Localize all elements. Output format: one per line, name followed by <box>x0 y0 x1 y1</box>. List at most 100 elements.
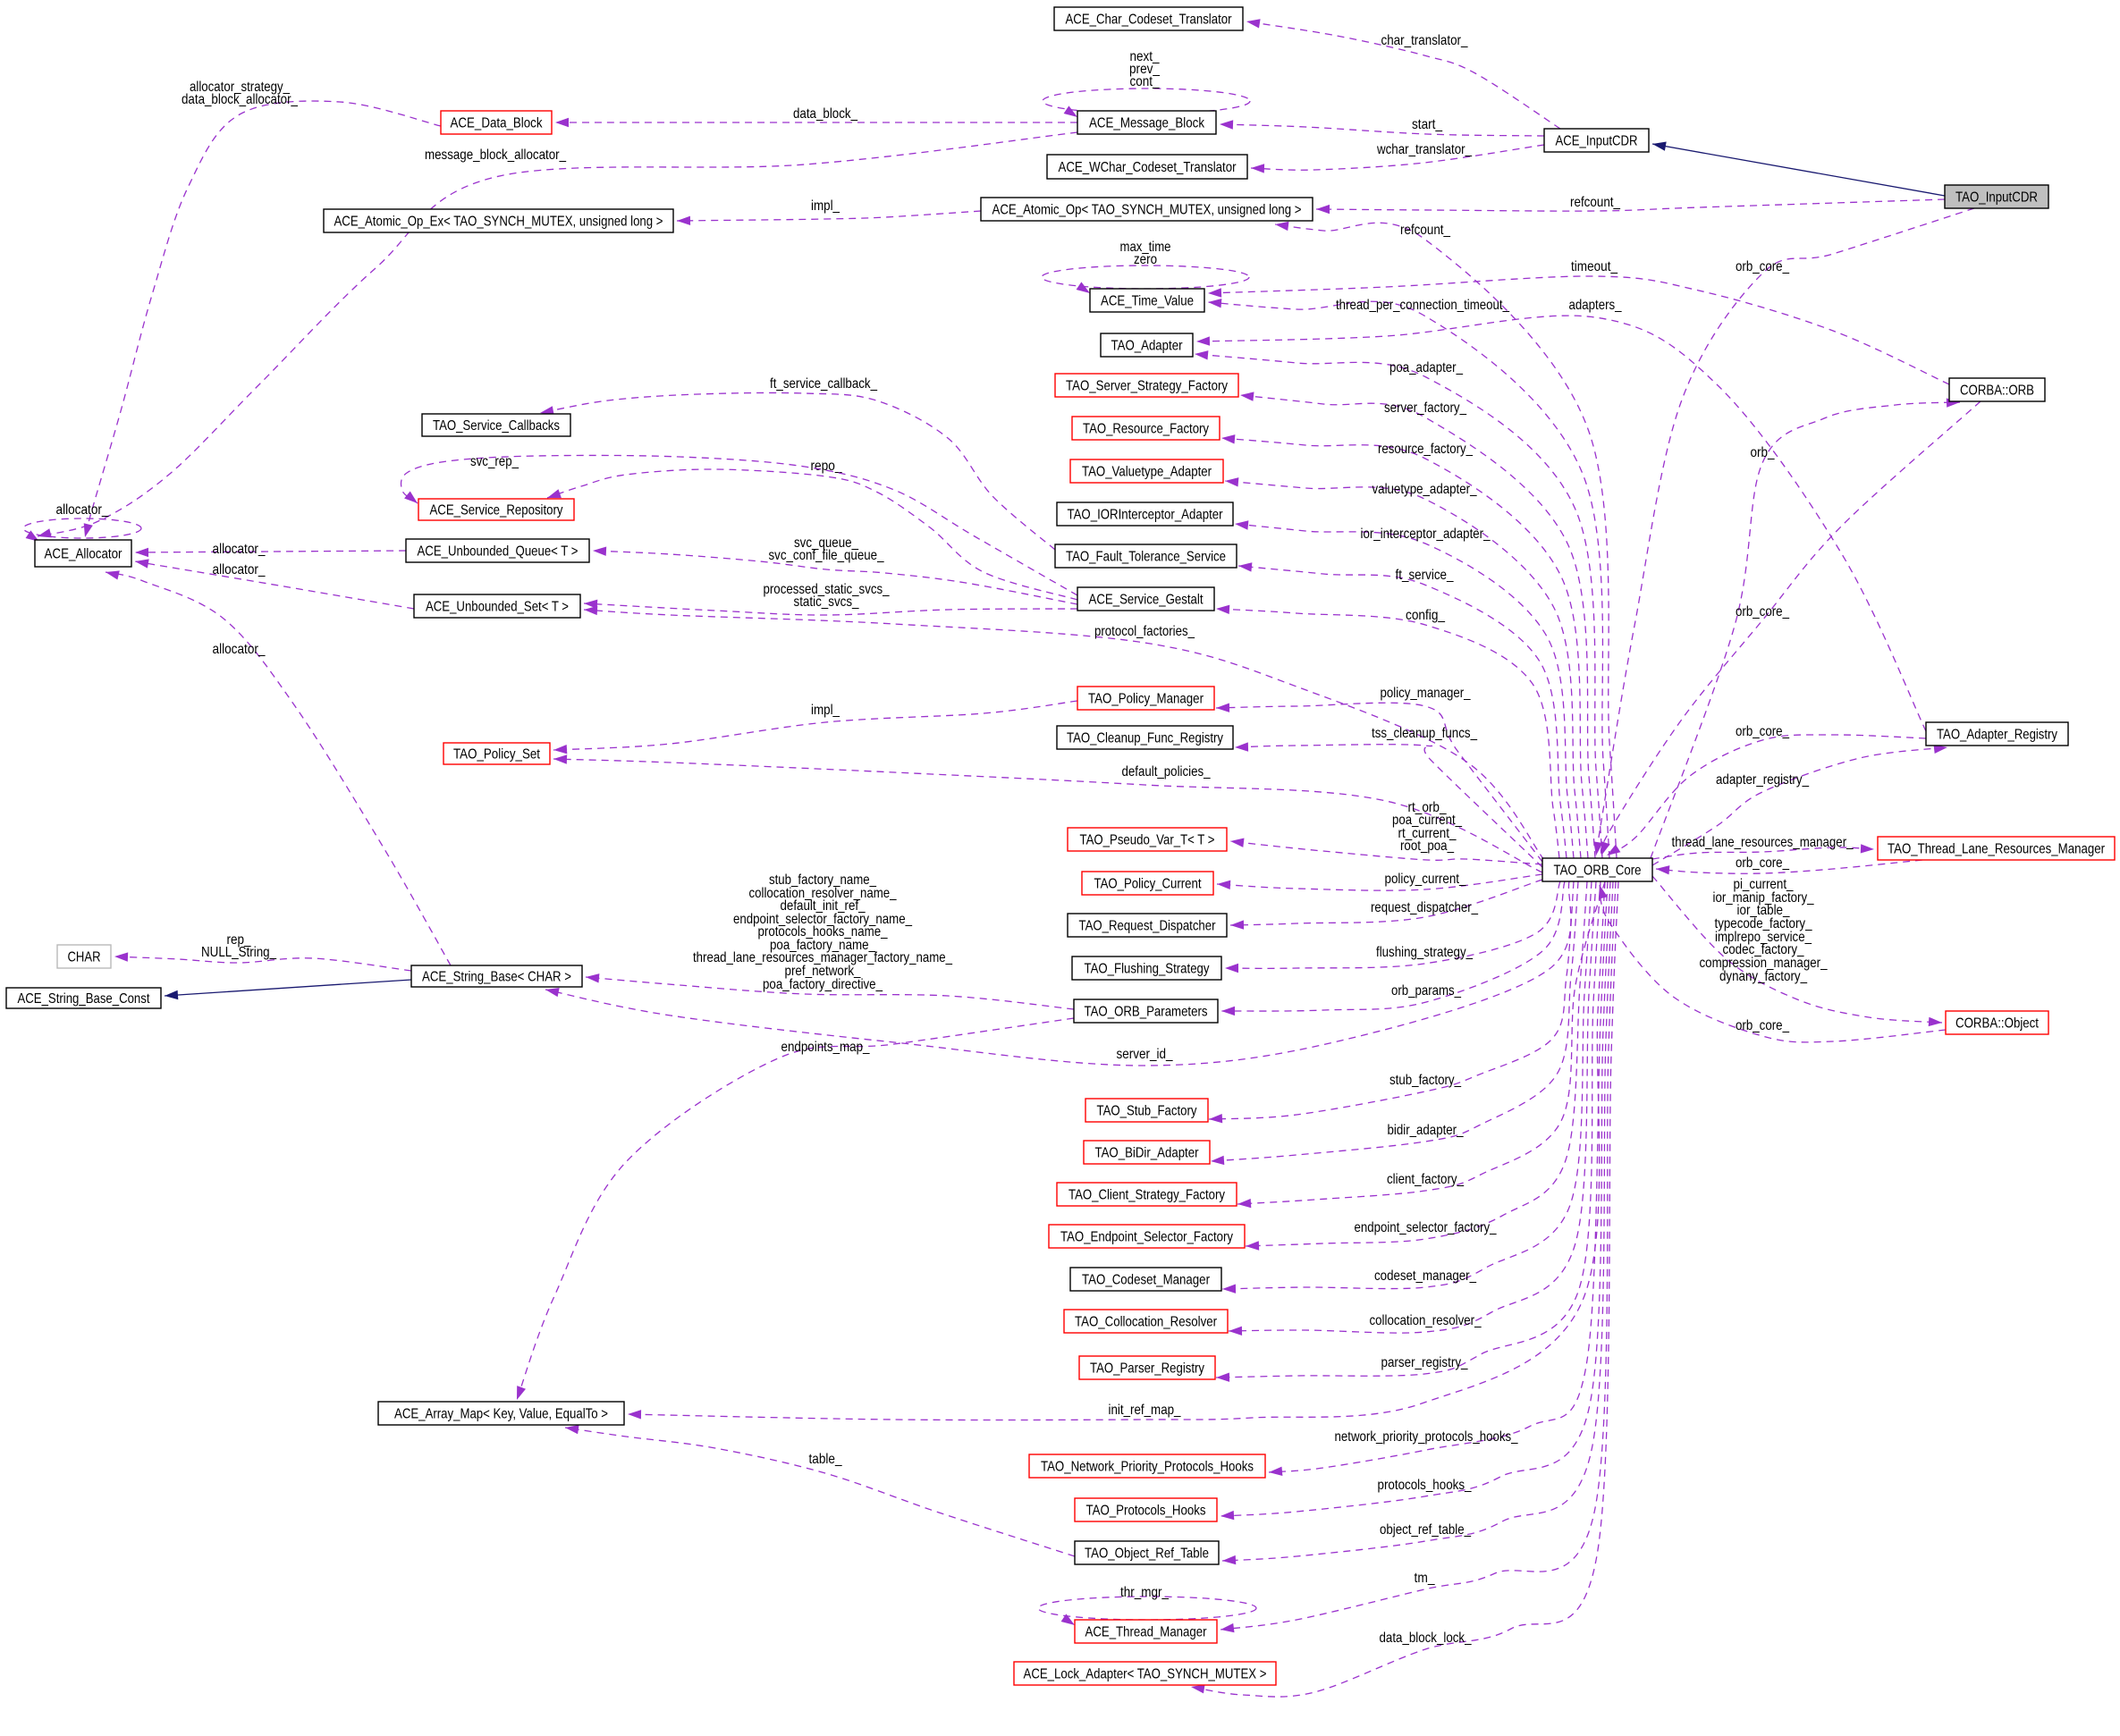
svg-text:policy_manager_: policy_manager_ <box>1381 686 1472 701</box>
svg-text:orb_: orb_ <box>1751 445 1776 460</box>
svg-text:TAO_Stub_Factory: TAO_Stub_Factory <box>1097 1104 1197 1119</box>
svg-text:zero: zero <box>1134 252 1157 267</box>
svg-text:data_block_: data_block_ <box>793 106 858 122</box>
svg-text:wchar_translator_: wchar_translator_ <box>1376 142 1473 157</box>
svg-text:TAO_Adapter: TAO_Adapter <box>1111 339 1184 354</box>
svg-text:ior_table_: ior_table_ <box>1737 903 1791 918</box>
svg-text:compression_manager_: compression_manager_ <box>1700 956 1829 971</box>
svg-text:TAO_Cleanup_Func_Registry: TAO_Cleanup_Func_Registry <box>1067 731 1223 746</box>
svg-text:ACE_Lock_Adapter< TAO_SYNCH_MU: ACE_Lock_Adapter< TAO_SYNCH_MUTEX > <box>1024 1667 1267 1682</box>
svg-text:svc_queue_: svc_queue_ <box>794 535 859 551</box>
svg-text:typecode_factory_: typecode_factory_ <box>1715 916 1813 931</box>
svg-text:config_: config_ <box>1406 608 1446 623</box>
svg-text:ACE_Atomic_Op< TAO_SYNCH_MUTEX: ACE_Atomic_Op< TAO_SYNCH_MUTEX, unsigned… <box>992 203 1302 218</box>
svg-text:endpoint_selector_factory_name: endpoint_selector_factory_name_ <box>733 912 913 927</box>
svg-text:dynany_factory_: dynany_factory_ <box>1719 969 1808 984</box>
svg-text:start_: start_ <box>1412 117 1443 132</box>
svg-text:orb_core_: orb_core_ <box>1736 724 1790 739</box>
svg-text:ACE_Message_Block: ACE_Message_Block <box>1089 116 1205 131</box>
svg-text:protocol_factories_: protocol_factories_ <box>1094 624 1195 639</box>
svg-text:ACE_Service_Gestalt: ACE_Service_Gestalt <box>1089 593 1204 608</box>
svg-text:thr_mgr_: thr_mgr_ <box>1120 1585 1170 1600</box>
svg-text:ACE_Array_Map< Key, Value, Equ: ACE_Array_Map< Key, Value, EqualTo > <box>394 1407 608 1422</box>
svg-text:allocator_: allocator_ <box>56 502 110 518</box>
svg-text:rt_current_: rt_current_ <box>1398 826 1457 841</box>
svg-text:table_: table_ <box>809 1452 843 1467</box>
svg-text:server_id_: server_id_ <box>1117 1047 1174 1062</box>
svg-text:orb_params_: orb_params_ <box>1391 983 1462 999</box>
svg-text:impl_: impl_ <box>811 198 840 214</box>
svg-text:CORBA::ORB: CORBA::ORB <box>1960 383 2034 399</box>
svg-text:thread_lane_resources_manager_: thread_lane_resources_manager_factory_na… <box>693 950 953 965</box>
svg-text:parser_registry_: parser_registry_ <box>1381 1355 1469 1370</box>
svg-text:policy_current_: policy_current_ <box>1385 872 1467 887</box>
svg-text:ACE_Allocator: ACE_Allocator <box>45 547 123 562</box>
svg-text:endpoints_map_: endpoints_map_ <box>781 1040 871 1055</box>
svg-text:TAO_Fault_Tolerance_Service: TAO_Fault_Tolerance_Service <box>1066 550 1226 565</box>
svg-text:network_priority_protocols_hoo: network_priority_protocols_hooks_ <box>1335 1429 1519 1445</box>
svg-text:default_policies_: default_policies_ <box>1122 764 1212 780</box>
svg-text:pi_current_: pi_current_ <box>1734 877 1795 892</box>
svg-text:ACE_Data_Block: ACE_Data_Block <box>451 116 544 131</box>
svg-text:rt_orb_: rt_orb_ <box>1408 800 1448 815</box>
svg-text:TAO_Pseudo_Var_T< T >: TAO_Pseudo_Var_T< T > <box>1080 833 1215 848</box>
svg-text:default_init_ref_: default_init_ref_ <box>781 898 866 914</box>
svg-text:char_translator_: char_translator_ <box>1381 33 1469 48</box>
svg-text:request_dispatcher_: request_dispatcher_ <box>1371 900 1479 915</box>
svg-text:adapter_registry_: adapter_registry_ <box>1716 772 1810 788</box>
svg-text:TAO_BiDir_Adapter: TAO_BiDir_Adapter <box>1095 1146 1200 1161</box>
svg-text:poa_current_: poa_current_ <box>1392 813 1463 828</box>
svg-text:refcount_: refcount_ <box>1400 223 1451 238</box>
svg-text:protocols_hooks_name_: protocols_hooks_name_ <box>758 924 889 940</box>
svg-text:object_ref_table_: object_ref_table_ <box>1380 1522 1472 1538</box>
svg-text:endpoint_selector_factory_: endpoint_selector_factory_ <box>1355 1220 1498 1235</box>
svg-text:TAO_ORB_Parameters: TAO_ORB_Parameters <box>1085 1005 1208 1020</box>
svg-text:implrepo_service_: implrepo_service_ <box>1715 930 1812 945</box>
svg-text:thread_lane_resources_manager_: thread_lane_resources_manager_ <box>1672 835 1854 850</box>
svg-text:TAO_Parser_Registry: TAO_Parser_Registry <box>1090 1361 1204 1377</box>
svg-text:thread_per_connection_timeout_: thread_per_connection_timeout_ <box>1336 298 1510 313</box>
svg-text:bidir_adapter_: bidir_adapter_ <box>1388 1123 1465 1138</box>
svg-text:codec_factory_: codec_factory_ <box>1723 942 1805 957</box>
svg-text:orb_core_: orb_core_ <box>1736 604 1790 619</box>
svg-text:ACE_WChar_Codeset_Translator: ACE_WChar_Codeset_Translator <box>1059 160 1237 175</box>
svg-text:TAO_Server_Strategy_Factory: TAO_Server_Strategy_Factory <box>1066 379 1228 394</box>
svg-text:timeout_: timeout_ <box>1571 259 1618 274</box>
svg-text:impl_: impl_ <box>811 703 840 718</box>
svg-text:TAO_Request_Dispatcher: TAO_Request_Dispatcher <box>1079 919 1217 934</box>
svg-text:max_time: max_time <box>1120 240 1171 255</box>
svg-text:flushing_strategy_: flushing_strategy_ <box>1376 945 1474 960</box>
svg-text:TAO_Object_Ref_Table: TAO_Object_Ref_Table <box>1085 1546 1209 1562</box>
svg-text:message_block_allocator_: message_block_allocator_ <box>425 147 567 163</box>
svg-text:ACE_Unbounded_Set< T >: ACE_Unbounded_Set< T > <box>426 600 569 615</box>
svg-text:ACE_Service_Repository: ACE_Service_Repository <box>430 503 563 518</box>
svg-text:rep_: rep_ <box>227 932 252 948</box>
svg-text:pref_network_: pref_network_ <box>785 964 862 979</box>
svg-text:TAO_Collocation_Resolver: TAO_Collocation_Resolver <box>1075 1315 1218 1330</box>
svg-text:TAO_Codeset_Manager: TAO_Codeset_Manager <box>1082 1273 1211 1288</box>
svg-text:resource_factory_: resource_factory_ <box>1378 442 1474 457</box>
svg-text:valuetype_adapter_: valuetype_adapter_ <box>1373 482 1478 497</box>
svg-text:NULL_String_: NULL_String_ <box>201 945 277 960</box>
svg-text:allocator_strategy_: allocator_strategy_ <box>190 80 291 95</box>
svg-text:CORBA::Object: CORBA::Object <box>1955 1016 2039 1032</box>
svg-text:TAO_Service_Callbacks: TAO_Service_Callbacks <box>433 418 560 434</box>
svg-text:TAO_Policy_Current: TAO_Policy_Current <box>1094 877 1202 892</box>
svg-text:orb_core_: orb_core_ <box>1736 855 1790 871</box>
svg-text:TAO_Client_Strategy_Factory: TAO_Client_Strategy_Factory <box>1068 1188 1225 1203</box>
svg-text:processed_static_svcs_: processed_static_svcs_ <box>764 582 891 597</box>
svg-text:poa_factory_directive_: poa_factory_directive_ <box>763 977 883 992</box>
svg-text:ft_service_callback_: ft_service_callback_ <box>770 376 878 392</box>
svg-text:orb_core_: orb_core_ <box>1736 1018 1790 1033</box>
svg-text:allocator_: allocator_ <box>213 542 266 557</box>
svg-text:allocator_: allocator_ <box>213 642 266 657</box>
svg-text:svc_rep_: svc_rep_ <box>470 454 519 469</box>
svg-text:TAO_Policy_Set: TAO_Policy_Set <box>453 747 540 763</box>
svg-text:ACE_String_Base< CHAR >: ACE_String_Base< CHAR > <box>422 970 571 985</box>
svg-text:ACE_Time_Value: ACE_Time_Value <box>1101 294 1194 309</box>
svg-text:refcount_: refcount_ <box>1570 195 1621 210</box>
svg-text:TAO_Policy_Manager: TAO_Policy_Manager <box>1088 692 1204 707</box>
svg-text:TAO_Protocols_Hooks: TAO_Protocols_Hooks <box>1086 1504 1206 1519</box>
svg-text:data_block_allocator_: data_block_allocator_ <box>182 92 299 107</box>
svg-text:poa_adapter_: poa_adapter_ <box>1389 360 1464 375</box>
